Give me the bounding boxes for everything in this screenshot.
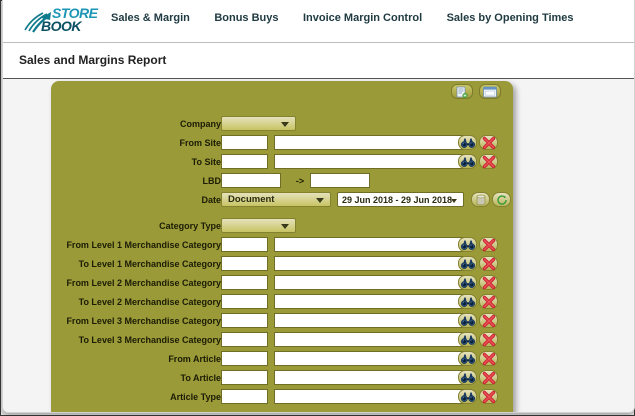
- svg-text:BOOK: BOOK: [41, 18, 82, 34]
